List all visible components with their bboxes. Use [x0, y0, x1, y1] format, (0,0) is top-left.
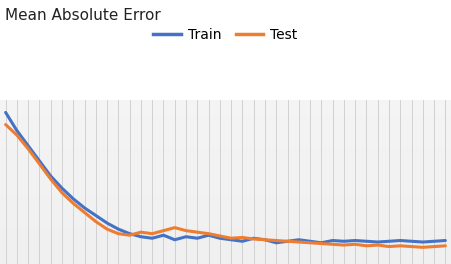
Text: Mean Absolute Error: Mean Absolute Error: [5, 8, 160, 23]
Legend: Train, Test: Train, Test: [148, 22, 303, 47]
